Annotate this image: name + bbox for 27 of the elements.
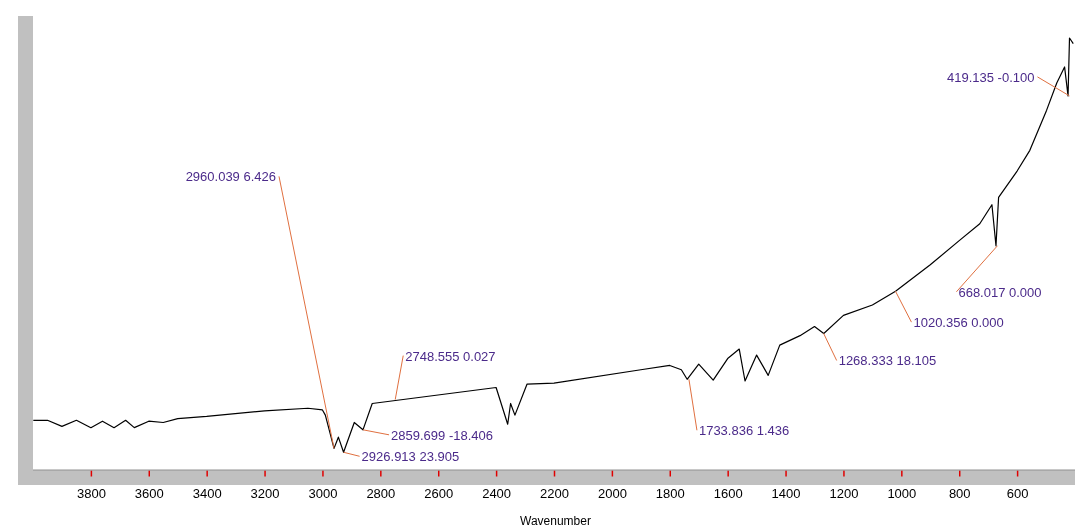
annotation: 2748.555 0.027 <box>405 348 496 364</box>
x-tick-label: 2800 <box>366 485 396 501</box>
x-tick-label: 2400 <box>482 485 512 501</box>
annotation: 1733.836 1.436 <box>698 423 790 439</box>
annotation: 668.017 0.000 <box>958 284 1042 300</box>
x-tick-label: 3000 <box>308 485 338 501</box>
x-tick-label: 2600 <box>424 485 454 501</box>
x-axis-title: Wavenumber <box>520 514 591 528</box>
x-tick-label: 3200 <box>250 485 280 501</box>
annotation: 2960.039 6.426 <box>185 169 277 185</box>
annotation: 419.135 -0.100 <box>946 69 1035 85</box>
annotation: 2859.699 -18.406 <box>391 427 493 443</box>
x-tick-label: 600 <box>1006 485 1029 501</box>
x-tick-label: 1000 <box>887 485 917 501</box>
annotation: 1268.333 18.105 <box>838 353 937 369</box>
x-tick-label: 1600 <box>713 485 743 501</box>
x-tick-label: 3400 <box>192 485 222 501</box>
x-tick-label: 1800 <box>655 485 685 501</box>
annotation: 2926.913 23.905 <box>361 449 460 465</box>
x-tick-label: 1200 <box>829 485 859 501</box>
x-tick-label: 3800 <box>76 485 106 501</box>
x-tick-label: 800 <box>948 485 971 501</box>
x-tick-label: 3600 <box>134 485 164 501</box>
annotation: 1020.356 0.000 <box>913 315 1004 331</box>
x-tick-label: 2000 <box>597 485 627 501</box>
x-tick-label: 1400 <box>771 485 801 501</box>
x-tick-label: 2200 <box>540 485 569 501</box>
